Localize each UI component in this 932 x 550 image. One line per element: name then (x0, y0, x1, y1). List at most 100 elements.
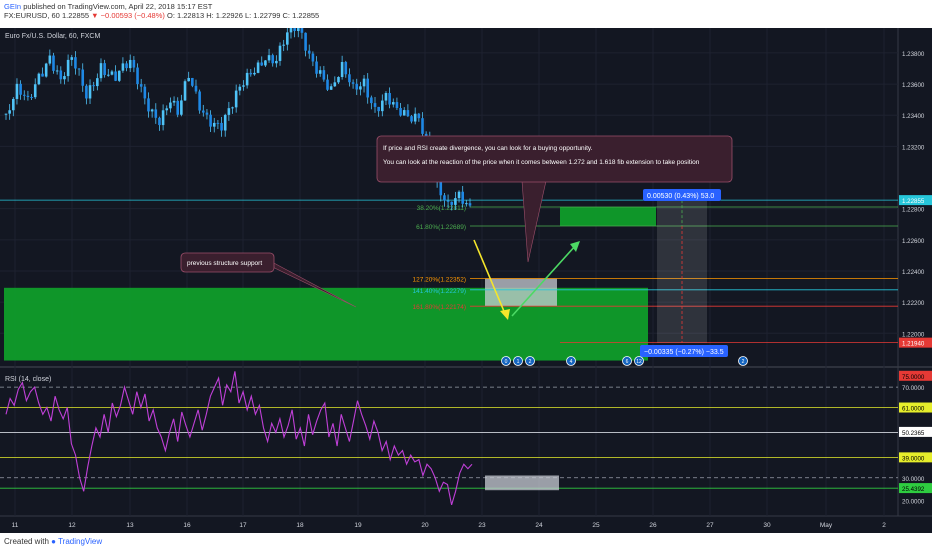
candle-body (223, 114, 227, 131)
last-price: 1.22855 (61, 11, 90, 20)
candle-body (132, 59, 136, 68)
price-axis: 1.23800 1.23600 1.23400 1.23200 1.22800 1.226… (899, 51, 932, 348)
candle-body (395, 102, 399, 109)
time-tick: 25 (592, 522, 600, 529)
candle-body (103, 63, 106, 76)
rsi-title: RSI (14, close) (5, 376, 51, 383)
candle-body (117, 70, 121, 81)
candle-body (154, 109, 158, 118)
time-tick: 30 (763, 522, 771, 529)
rsi-tick: 61.0000 (902, 406, 925, 413)
chart-area[interactable]: 38.20%(1.22811) 61.80%(1.22689) 127.20%(1.… (0, 28, 932, 533)
measure-up-text: 0.00530 (0.43%) 53.0 (647, 193, 714, 200)
green-arrow-head (570, 241, 580, 252)
fib-label: 38.20%(1.22811) (417, 205, 466, 212)
publish-info: published on TradingView.com, April 22, … (23, 2, 213, 11)
price-tick: 1.22200 (902, 300, 925, 307)
candle-body (348, 74, 351, 83)
candle-body (114, 71, 117, 81)
candle-body (461, 191, 464, 204)
event-icon (501, 356, 511, 366)
green-arrow-line (511, 244, 577, 317)
event-icon-label: 12 (636, 359, 642, 365)
yellow-arrow-head (500, 309, 510, 320)
candle-body (286, 32, 289, 45)
price-tick: 1.23800 (902, 51, 925, 58)
candle-body (344, 62, 348, 75)
callout-text-2: You can look at the reaction of the pric… (383, 159, 700, 166)
candle-body (249, 72, 253, 75)
candle-body (81, 69, 85, 86)
candle-body (125, 63, 128, 69)
candle-body (278, 45, 282, 61)
candle-body (48, 55, 52, 64)
candle-body (59, 70, 63, 80)
rsi-tick-box (899, 483, 932, 494)
candle-body (439, 181, 443, 196)
candle-body (52, 55, 55, 71)
time-tick: 18 (296, 522, 304, 529)
candle-body (172, 100, 176, 103)
candle-body (44, 63, 48, 77)
time-tick: 11 (12, 522, 19, 529)
rsi-tick: 25.4392 (902, 486, 925, 493)
event-icon (525, 356, 535, 366)
candle-body (106, 74, 110, 76)
support-box (180, 252, 275, 273)
candle-body (304, 32, 307, 51)
zones-layer (4, 206, 656, 361)
rsi-tick: 75.0000 (902, 374, 925, 381)
candle-body (194, 85, 198, 92)
candle-body (198, 91, 201, 111)
zone-2 (560, 206, 656, 226)
fib-label: 161.80%(1.22174) (413, 304, 467, 311)
candle-body (406, 110, 410, 117)
price-label-text: 1.21940 (902, 341, 925, 348)
candle-body (205, 112, 209, 115)
candle-body (454, 198, 457, 205)
candle-body (326, 79, 329, 90)
candle-body (92, 85, 95, 87)
time-tick: 23 (478, 522, 486, 529)
price-tick: 1.22400 (902, 269, 925, 276)
callout-text-1: If price and RSI create divergence, you … (383, 145, 593, 152)
yellow-arrow-line (473, 239, 507, 317)
rsi-tick: 30.0000 (902, 476, 925, 483)
time-tick: 17 (239, 522, 247, 529)
event-icon-label: 1 (517, 359, 520, 365)
candle-body (12, 98, 15, 111)
candle-body (165, 108, 169, 111)
rsi-tick-box (899, 370, 932, 381)
tradingview-logo-icon: ● (51, 537, 56, 546)
candle-body (359, 86, 362, 90)
price-tick: 1.22600 (902, 238, 925, 245)
candle-body (136, 67, 139, 85)
candle-body (216, 122, 220, 124)
candle-body (450, 201, 454, 205)
time-tick: 24 (535, 522, 543, 529)
event-icon (738, 356, 748, 366)
candle-body (55, 70, 59, 72)
candle-body (121, 63, 125, 71)
candle-body (424, 133, 428, 137)
chart-canvas[interactable]: 38.20%(1.22811) 61.80%(1.22689) 127.20%(1.… (0, 28, 932, 533)
candle-body (180, 100, 183, 115)
candle-body (373, 103, 377, 107)
candle-body (293, 28, 296, 32)
candle-body (77, 68, 81, 70)
price-label-box (899, 195, 932, 206)
candle-body (30, 97, 33, 99)
footer: Created with ● TradingView (0, 533, 932, 550)
candle-body (139, 84, 143, 87)
candle-body (183, 81, 187, 101)
candle-body (147, 98, 150, 112)
candle-body (275, 60, 278, 64)
candle-body (421, 118, 424, 134)
candle-body (245, 72, 249, 86)
author-link[interactable]: GEIn (4, 2, 22, 11)
tradingview-link[interactable]: TradingView (58, 537, 103, 546)
price-label-box (899, 337, 932, 348)
event-icon-label: 0 (505, 359, 508, 365)
candle-body (191, 77, 194, 86)
candle-body (242, 85, 245, 87)
